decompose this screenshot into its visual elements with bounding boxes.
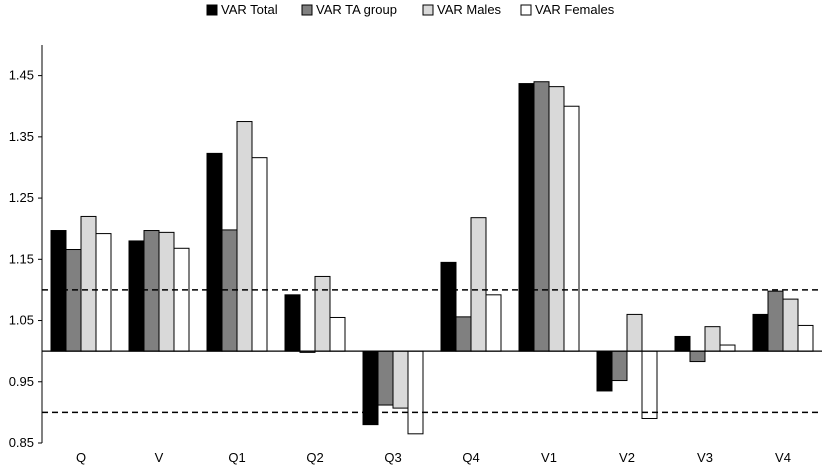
bar-V1-2 (548, 86, 565, 352)
x-tick-label-Q1: Q1 (228, 450, 245, 465)
bar-Q1-0 (206, 152, 223, 352)
y-tick-label-5: 1.35 (9, 129, 34, 144)
bar-V2-3 (641, 350, 658, 420)
bar-V3-1 (689, 350, 706, 363)
legend-label-1: VAR TA group (316, 2, 397, 17)
bar-V1-0 (518, 83, 535, 352)
bar-Q-3 (95, 233, 112, 352)
bar-V-3 (173, 247, 190, 352)
bar-V3-2 (704, 326, 721, 352)
legend-label-0: VAR Total (221, 2, 278, 17)
bar-V-2 (158, 231, 175, 352)
bar-V4-0 (752, 313, 769, 352)
bar-V2-1 (611, 350, 628, 382)
y-tick-label-4: 1.25 (9, 190, 34, 205)
bar-Q3-2 (392, 350, 409, 409)
bar-Q4-3 (485, 294, 502, 352)
x-tick-label-V: V (155, 450, 164, 465)
y-tick-label-6: 1.45 (9, 68, 34, 83)
bar-Q2-2 (314, 275, 331, 352)
y-tick-label-0: 0.85 (9, 435, 34, 450)
bar-V1-3 (563, 105, 580, 352)
bar-Q-1 (65, 249, 82, 352)
y-tick-label-3: 1.15 (9, 251, 34, 266)
legend-swatch-2 (422, 4, 434, 16)
x-tick-label-Q4: Q4 (462, 450, 479, 465)
x-tick-label-Q2: Q2 (306, 450, 323, 465)
bar-V-1 (143, 230, 160, 352)
bar-Q3-3 (407, 350, 424, 435)
legend: VAR Total VAR TA group VAR Males VAR Female… (206, 2, 615, 17)
bar-V4-1 (767, 290, 784, 352)
bar-V-0 (128, 240, 145, 352)
bar-Q3-0 (362, 350, 379, 426)
y-tick-label-2: 1.05 (9, 313, 34, 328)
bar-V1-1 (533, 81, 550, 352)
bar-V3-0 (674, 335, 691, 352)
x-tick-label-V2: V2 (619, 450, 635, 465)
bar-V2-2 (626, 313, 643, 352)
legend-swatch-3 (520, 4, 532, 16)
legend-label-3: VAR Females (535, 2, 615, 17)
x-tick-label-Q: Q (76, 450, 86, 465)
bar-V3-3 (719, 344, 736, 352)
y-tick-label-1: 0.95 (9, 374, 34, 389)
bar-Q1-2 (236, 121, 253, 352)
bar-V4-2 (782, 298, 799, 352)
bar-Q-0 (50, 230, 67, 352)
legend-swatch-0 (206, 4, 218, 16)
reference-lines (42, 289, 822, 414)
bar-V4-3 (797, 324, 814, 352)
legend-label-2: VAR Males (437, 2, 502, 17)
bar-Q4-0 (440, 261, 457, 352)
bar-Q2-0 (284, 294, 301, 352)
legend-swatch-1 (301, 4, 313, 16)
x-tick-label-V3: V3 (697, 450, 713, 465)
bars (50, 81, 814, 435)
bar-Q2-3 (329, 316, 346, 352)
bar-Q1-3 (251, 157, 268, 352)
bar-Q4-2 (470, 217, 487, 352)
bar-Q-2 (80, 215, 97, 352)
bar-Q3-1 (377, 350, 394, 406)
bar-V2-0 (596, 350, 613, 392)
bar-Q4-1 (455, 316, 472, 352)
x-tick-label-V1: V1 (541, 450, 557, 465)
axes: 0.85 0.95 1.05 1.15 1.25 1.35 1.45 Q V Q1 Q2 Q3 Q4 V1… (9, 45, 822, 465)
x-tick-label-Q3: Q3 (384, 450, 401, 465)
x-tick-label-V4: V4 (775, 450, 791, 465)
